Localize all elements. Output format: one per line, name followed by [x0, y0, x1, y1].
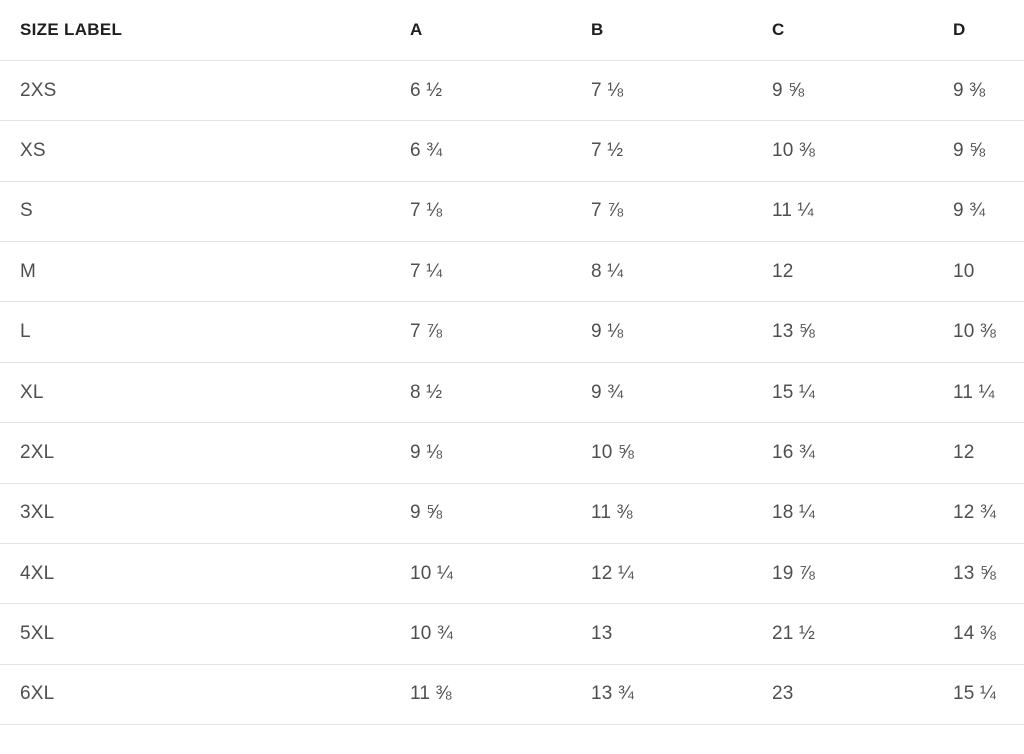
size-label-cell: M	[0, 241, 390, 303]
measurement-cell: 10 ⅜	[752, 120, 933, 182]
measurement-cell: 13 ¾	[571, 664, 752, 726]
measurement-cell: 9 ⅜	[933, 60, 1024, 122]
size-label-cell: 3XL	[0, 483, 390, 545]
header-row: SIZE LABEL A B C D	[0, 0, 1024, 61]
measurement-cell: 10 ¾	[390, 603, 571, 665]
measurement-cell: 11 ¼	[752, 181, 933, 243]
measurement-cell: 9 ¾	[933, 181, 1024, 243]
table-row: 2XL 9 ⅛ 10 ⅝ 16 ¾ 12	[0, 422, 1024, 484]
table-row: 6XL 11 ⅜ 13 ¾ 23 15 ¼	[0, 664, 1024, 726]
size-label-cell: 5XL	[0, 603, 390, 665]
measurement-cell: 7 ⅞	[571, 181, 752, 243]
measurement-cell: 9 ⅝	[933, 120, 1024, 182]
measurement-cell: 15 ¼	[933, 664, 1024, 726]
measurement-cell: 6 ¾	[390, 120, 571, 182]
measurement-cell: 9 ⅝	[752, 60, 933, 122]
measurement-cell: 9 ⅛	[390, 422, 571, 484]
measurement-cell: 12	[933, 422, 1024, 484]
measurement-cell: 23	[752, 664, 933, 726]
column-header-c: C	[752, 0, 933, 61]
table-row: 5XL 10 ¾ 13 21 ½ 14 ⅜	[0, 603, 1024, 665]
table-row: 4XL 10 ¼ 12 ¼ 19 ⅞ 13 ⅝	[0, 543, 1024, 605]
measurement-cell: 8 ¼	[571, 241, 752, 303]
column-header-b: B	[571, 0, 752, 61]
measurement-cell: 11 ⅜	[571, 483, 752, 545]
measurement-cell: 7 ⅛	[571, 60, 752, 122]
measurement-cell: 6 ½	[390, 60, 571, 122]
table-row: 3XL 9 ⅝ 11 ⅜ 18 ¼ 12 ¾	[0, 483, 1024, 545]
measurement-cell: 9 ¾	[571, 362, 752, 424]
column-header-size-label: SIZE LABEL	[0, 0, 390, 61]
measurement-cell: 16 ¾	[752, 422, 933, 484]
measurement-cell: 15 ¼	[752, 362, 933, 424]
measurement-cell: 19 ⅞	[752, 543, 933, 605]
measurement-cell: 21 ½	[752, 603, 933, 665]
measurement-cell: 10	[933, 241, 1024, 303]
column-header-a: A	[390, 0, 571, 61]
measurement-cell: 9 ⅝	[390, 483, 571, 545]
measurement-cell: 7 ⅛	[390, 181, 571, 243]
size-label-cell: 2XL	[0, 422, 390, 484]
measurement-cell: 9 ⅛	[571, 301, 752, 363]
measurement-cell: 14 ⅜	[933, 603, 1024, 665]
measurement-cell: 12	[752, 241, 933, 303]
measurement-cell: 8 ½	[390, 362, 571, 424]
size-label-cell: XL	[0, 362, 390, 424]
measurement-cell: 10 ¼	[390, 543, 571, 605]
measurement-cell: 11 ⅜	[390, 664, 571, 726]
measurement-cell: 13 ⅝	[933, 543, 1024, 605]
column-header-d: D	[933, 0, 1024, 61]
measurement-cell: 10 ⅜	[933, 301, 1024, 363]
measurement-cell: 10 ⅝	[571, 422, 752, 484]
measurement-cell: 7 ¼	[390, 241, 571, 303]
measurement-cell: 11 ¼	[933, 362, 1024, 424]
size-label-cell: 6XL	[0, 664, 390, 726]
measurement-cell: 7 ⅞	[390, 301, 571, 363]
size-label-cell: XS	[0, 120, 390, 182]
measurement-cell: 12 ¼	[571, 543, 752, 605]
size-label-cell: 2XS	[0, 60, 390, 122]
measurement-cell: 18 ¼	[752, 483, 933, 545]
size-label-cell: L	[0, 301, 390, 363]
size-label-cell: S	[0, 181, 390, 243]
measurement-cell: 13	[571, 603, 752, 665]
measurement-cell: 13 ⅝	[752, 301, 933, 363]
measurement-cell: 7 ½	[571, 120, 752, 182]
measurement-cell: 12 ¾	[933, 483, 1024, 545]
size-chart-header: SIZE LABEL A B C D	[0, 0, 1024, 61]
size-label-cell: 4XL	[0, 543, 390, 605]
